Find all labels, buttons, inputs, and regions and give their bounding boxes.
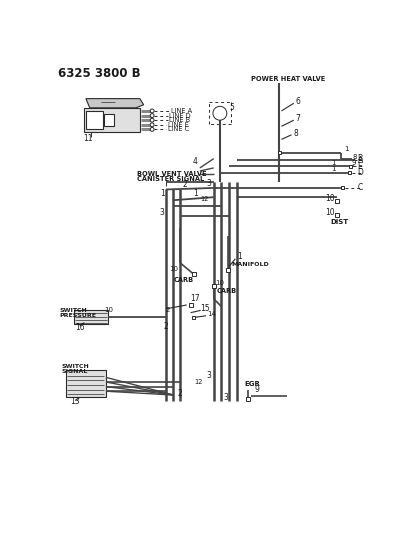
Bar <box>277 151 281 154</box>
Circle shape <box>150 127 154 131</box>
Text: 10: 10 <box>104 308 113 313</box>
Text: 6325 3800 B: 6325 3800 B <box>58 68 141 80</box>
Polygon shape <box>86 99 144 108</box>
Circle shape <box>213 106 227 120</box>
Bar <box>226 269 230 272</box>
Text: LINE D: LINE D <box>169 112 191 118</box>
Text: 12: 12 <box>200 197 208 203</box>
Bar <box>192 316 195 319</box>
Text: SWITCH: SWITCH <box>60 308 87 313</box>
Text: 9: 9 <box>352 159 356 166</box>
Text: DIST: DIST <box>331 219 349 225</box>
Text: 10: 10 <box>169 266 178 272</box>
Text: C: C <box>358 183 363 192</box>
Text: LINE B: LINE B <box>169 117 190 123</box>
Bar <box>73 310 108 324</box>
Bar <box>84 108 140 133</box>
Text: 15: 15 <box>201 304 210 313</box>
Text: 2: 2 <box>177 389 182 398</box>
Circle shape <box>150 123 154 127</box>
Text: 1: 1 <box>193 189 198 198</box>
Text: 3: 3 <box>160 208 165 217</box>
Text: LINE C: LINE C <box>168 126 189 132</box>
Text: POWER HEAT VALVE: POWER HEAT VALVE <box>251 76 325 83</box>
Text: 3: 3 <box>206 372 211 381</box>
Text: A: A <box>358 156 363 165</box>
Bar <box>246 397 250 401</box>
Text: CARB: CARB <box>217 288 237 294</box>
Text: 6: 6 <box>295 97 300 106</box>
Text: 7: 7 <box>295 114 300 123</box>
Text: E: E <box>358 162 362 171</box>
Text: 5: 5 <box>229 102 234 111</box>
Text: 16: 16 <box>75 323 85 332</box>
Text: SWITCH: SWITCH <box>61 364 89 369</box>
Text: 4: 4 <box>192 157 197 166</box>
Bar <box>335 213 339 217</box>
Text: 10: 10 <box>325 194 335 203</box>
Text: 12: 12 <box>195 379 203 385</box>
Text: 2: 2 <box>183 180 188 189</box>
Bar <box>188 303 193 307</box>
Text: EGR: EGR <box>244 381 260 386</box>
Circle shape <box>150 118 154 122</box>
Bar <box>349 165 353 168</box>
Text: LINE A: LINE A <box>171 108 192 114</box>
Text: 8: 8 <box>353 154 357 160</box>
Text: LINE E: LINE E <box>168 122 188 128</box>
Bar <box>104 114 113 126</box>
Text: 1: 1 <box>331 166 335 172</box>
Text: PRESSURE: PRESSURE <box>60 313 97 318</box>
Text: 9: 9 <box>255 385 259 394</box>
Text: D: D <box>358 168 364 177</box>
Text: 8: 8 <box>293 129 298 138</box>
Text: 10: 10 <box>215 280 224 286</box>
Bar <box>212 284 216 288</box>
Bar <box>66 370 106 398</box>
Text: CANISTER SIGNAL: CANISTER SIGNAL <box>137 176 204 182</box>
Text: 1: 1 <box>332 159 336 166</box>
Circle shape <box>150 114 154 117</box>
Text: 2: 2 <box>164 322 169 331</box>
Text: 2: 2 <box>166 308 171 313</box>
Text: 1: 1 <box>160 189 164 198</box>
Bar <box>86 111 103 130</box>
Text: CARB: CARB <box>174 277 194 282</box>
Bar <box>192 272 195 276</box>
Text: SIGNAL: SIGNAL <box>61 369 88 375</box>
Text: 17: 17 <box>191 294 200 303</box>
Text: 11: 11 <box>83 134 92 143</box>
Bar <box>335 199 339 203</box>
Text: B: B <box>358 154 363 163</box>
Text: 1: 1 <box>237 252 242 261</box>
Text: MANIFOLD: MANIFOLD <box>231 262 269 266</box>
Text: BOWL VENT VALVE: BOWL VENT VALVE <box>137 171 206 177</box>
Text: 10: 10 <box>325 208 335 217</box>
Text: 13: 13 <box>70 398 79 407</box>
Text: 14: 14 <box>208 311 216 317</box>
Bar <box>341 187 344 189</box>
Text: 3: 3 <box>223 393 228 402</box>
Text: 1: 1 <box>345 147 349 152</box>
Text: 3: 3 <box>206 179 211 188</box>
Circle shape <box>150 109 154 113</box>
Bar <box>348 171 351 174</box>
